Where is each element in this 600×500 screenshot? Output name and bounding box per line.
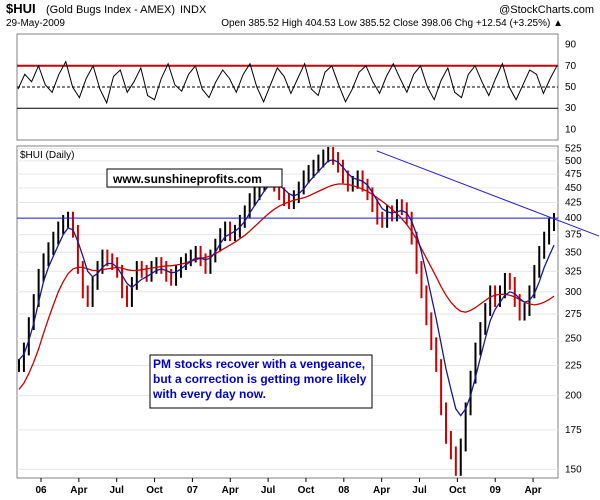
- price-tick-label: 500: [565, 156, 582, 167]
- rsi-tick-label: 30: [565, 103, 577, 114]
- x-tick-label: 09: [490, 485, 502, 496]
- price-tick-label: 400: [565, 213, 582, 224]
- symbol: $HUI: [6, 1, 36, 16]
- price-tick-label: 150: [565, 464, 582, 475]
- price-tick-label: 250: [565, 333, 582, 344]
- moving-average-long: [18, 183, 555, 390]
- price-tick-label: 300: [565, 287, 582, 298]
- rsi-ticks: 90 70 50 30 10: [565, 40, 577, 136]
- moving-average-short: [18, 159, 555, 417]
- x-tick-label: Jul: [109, 485, 124, 496]
- date-label: 29-May-2009: [6, 18, 65, 29]
- rsi-line: [17, 60, 558, 105]
- x-tick-label: 08: [338, 485, 350, 496]
- comment-text: PM stocks recover with a vengeance, but …: [153, 357, 367, 401]
- comment-fo: PM stocks recover with a vengeance, but …: [153, 357, 367, 401]
- x-tick-label: Oct: [298, 485, 315, 496]
- x-axis-ticks: 06 Apr Jul Oct 07 Apr Jul Oct 08 Apr Jul Oct 09 Apr: [35, 478, 542, 496]
- x-tick-label: Oct: [146, 485, 163, 496]
- price-tick-label: 325: [565, 266, 582, 277]
- price-tick-label: 450: [565, 183, 582, 194]
- x-tick-label: Jul: [261, 485, 276, 496]
- x-tick-label: Apr: [373, 485, 390, 496]
- index-name: (Gold Bugs Index - AMEX): [46, 4, 175, 16]
- rsi-tick-label: 50: [565, 82, 577, 93]
- rsi-tick-label: 70: [565, 61, 577, 72]
- rsi-tick-label: 10: [565, 124, 577, 135]
- comment-box: [149, 354, 373, 409]
- x-tick-label: Jul: [412, 485, 427, 496]
- price-tick-label: 225: [565, 360, 582, 371]
- url-text: www.sunshineprofits.com: [112, 172, 262, 186]
- x-tick-label: Apr: [524, 485, 541, 496]
- x-tick-label: Apr: [70, 485, 87, 496]
- price-panel-title: $HUI (Daily): [20, 150, 74, 161]
- x-tick-label: Apr: [222, 485, 239, 496]
- price-y-ticks: 525 500 475 450 425 400 375 350 325 300 275 250 225 2…: [565, 143, 582, 475]
- rsi-tick-label: 90: [565, 40, 577, 51]
- watermark: @StockCharts.com: [499, 4, 594, 16]
- price-panel: [16, 145, 559, 479]
- rsi-grid: [17, 64, 558, 109]
- x-tick-label: Oct: [449, 485, 466, 496]
- price-tick-label: 375: [565, 230, 582, 241]
- x-tick-label: 07: [187, 485, 199, 496]
- price-tick-label: 175: [565, 425, 582, 436]
- price-tick-label: 275: [565, 309, 582, 320]
- price-tick-label: 350: [565, 247, 582, 258]
- x-tick-label: 06: [35, 485, 47, 496]
- price-tick-label: 200: [565, 391, 582, 402]
- price-tick-label: 525: [565, 143, 582, 154]
- ohlc-label: Open 385.52 High 404.53 Low 385.52 Close…: [221, 18, 563, 29]
- url-box: [106, 168, 283, 188]
- price-tick-label: 475: [565, 169, 582, 180]
- price-tick-label: 425: [565, 198, 582, 209]
- exchange: INDX: [180, 4, 207, 16]
- declining-resistance-line: [376, 150, 600, 237]
